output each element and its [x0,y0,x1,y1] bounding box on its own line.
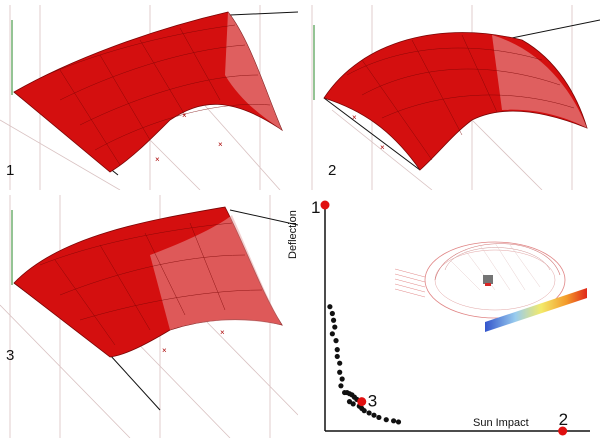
surface-panel-2: × × 2 [302,0,600,190]
svg-text:×: × [218,140,223,149]
data-point [329,310,335,317]
highlight-point-2 [558,426,568,436]
data-point [338,383,344,389]
surface-panel-3: × × 3 [0,195,298,438]
data-point [350,401,356,407]
data-point [391,418,397,424]
data-point [366,410,372,416]
highlight-point-3 [357,397,367,407]
svg-text:×: × [352,113,357,122]
colour-scale [485,288,587,332]
highlight-label-1: 1 [311,198,320,217]
surface-render-2: × × [311,5,600,190]
data-point [337,369,343,375]
data-point [395,419,402,425]
data-point [333,338,339,344]
highlight-label-2: 2 [559,410,568,429]
deflection-sun-impact-chart: 1 3 2 Deflection Sun Impact [287,195,600,438]
svg-text:×: × [162,346,167,355]
highlight-point-1 [320,200,330,210]
data-point [376,414,382,421]
surface-panel-1: × × × 1 [0,0,298,190]
surface-render-1: × × × [0,5,298,190]
panel-number-1: 1 [6,162,15,179]
data-point [327,304,333,310]
y-axis-label: Deflection [287,210,299,259]
panel-number-2: 2 [328,162,337,179]
x-axis-label: Sun Impact [473,417,529,429]
svg-text:×: × [220,328,225,337]
data-point [361,408,367,414]
panel-number-3: 3 [6,347,15,364]
data-point [339,376,345,382]
data-point [329,331,335,337]
highlight-label-3: 3 [368,392,377,411]
svg-text:×: × [182,111,187,120]
data-point [332,324,338,330]
data-point [334,353,340,360]
svg-text:×: × [155,155,160,164]
svg-text:×: × [380,143,385,152]
data-point [337,360,343,366]
chart-svg: 1 3 2 [311,198,590,436]
data-point [371,412,377,418]
data-point [330,317,337,323]
surface-render-3: × × [0,195,298,438]
data-point [383,417,389,423]
data-point [334,347,340,353]
